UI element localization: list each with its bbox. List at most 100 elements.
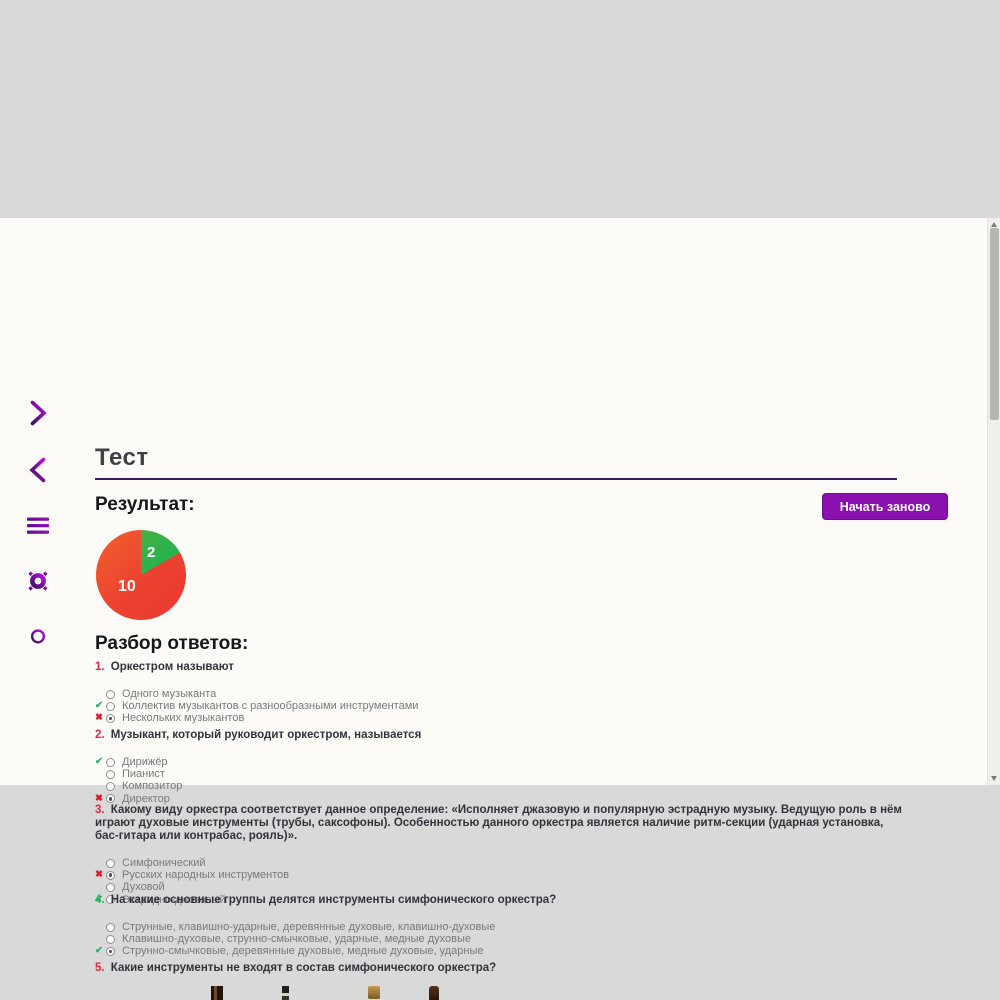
radio-button [106, 781, 115, 791]
answer-option[interactable]: Коллектив музыкантов с разнообразными ин… [95, 700, 907, 712]
question-4: 4. На какие основные группы делятся инст… [95, 894, 907, 958]
chevron-right-icon [30, 400, 47, 426]
question-2-number: 2. [95, 729, 105, 741]
correct-answer-check-icon [95, 701, 105, 711]
menu-button[interactable] [26, 514, 50, 543]
question-3-options: Симфонический Русских народных инструмен… [95, 857, 907, 906]
question-3: 3. Какому виду оркестра соответствует да… [95, 804, 907, 906]
answer-label: Струнные, клавишно-ударные, деревянные д… [122, 921, 496, 934]
radio-button [106, 882, 115, 892]
scrollbar[interactable] [987, 218, 1000, 785]
answer-option[interactable]: Струнно-смычковые, деревянные духовые, м… [95, 945, 907, 957]
question-1: 1. Оркестром называют Одного музыканта К… [95, 661, 907, 725]
pie-correct-count: 2 [147, 544, 156, 561]
review-heading: Разбор ответов: [95, 633, 249, 654]
wrong-answer-x-icon [95, 870, 105, 880]
instrument-image-2 [282, 986, 289, 1000]
instrument-image-1 [211, 986, 223, 1000]
answer-option[interactable]: Духовой [95, 881, 907, 893]
question-5-images [95, 986, 907, 1000]
radio-button [106, 922, 115, 932]
instrument-image-4 [429, 986, 439, 1000]
answer-option[interactable]: Струнные, клавишно-ударные, деревянные д… [95, 921, 907, 933]
next-slide-button[interactable] [25, 399, 51, 432]
question-2-options: Дирижёр Пианист Композитор Директор [95, 756, 907, 805]
title-divider [95, 478, 897, 480]
scrollbar-thumb[interactable] [990, 228, 999, 420]
answer-label: Струнно-смычковые, деревянные духовые, м… [122, 945, 484, 958]
radio-button [106, 934, 115, 944]
question-5-head: 5. Какие инструменты не входят в состав … [95, 962, 907, 975]
lightbulb-icon [30, 629, 46, 651]
correct-answer-check-icon [95, 757, 105, 767]
result-heading: Результат: [95, 494, 195, 515]
radio-button [106, 769, 115, 779]
answer-option[interactable]: Пианист [95, 768, 907, 780]
radio-button [106, 713, 115, 723]
answer-option[interactable]: Одного музыканта [95, 688, 907, 700]
question-3-number: 3. [95, 804, 105, 816]
question-5-text: Какие инструменты не входят в состав сим… [110, 962, 497, 974]
answer-option[interactable]: Композитор [95, 780, 907, 792]
radio-button [106, 757, 115, 767]
question-1-text: Оркестром называют [110, 661, 234, 673]
restart-button[interactable]: Начать заново [822, 493, 948, 520]
question-4-options: Струнные, клавишно-ударные, деревянные д… [95, 921, 907, 958]
menu-icon [27, 517, 49, 534]
radio-button [106, 946, 115, 956]
scroll-down-arrow-icon[interactable] [988, 773, 1000, 783]
answer-option[interactable]: Клавишно-духовые, струнно-смычковые, уда… [95, 933, 907, 945]
answer-label: Духовой [122, 881, 165, 894]
wrong-answer-x-icon [95, 794, 105, 804]
radio-button [106, 895, 115, 905]
answer-label: Одного музыканта [122, 688, 217, 701]
scroll-up-arrow-icon[interactable] [988, 220, 1000, 230]
answer-option[interactable]: Директор [95, 793, 907, 805]
question-4-text: На какие основные группы делятся инструм… [110, 894, 557, 906]
pie-incorrect-count: 10 [118, 578, 136, 595]
answer-label: Композитор [122, 780, 183, 793]
answer-option[interactable]: Нескольких музыкантов [95, 712, 907, 724]
answer-option[interactable]: Эстрадно-джазовый [95, 894, 907, 906]
wrong-answer-x-icon [95, 713, 105, 723]
hint-button[interactable] [27, 626, 49, 661]
answer-label: Дирижёр [122, 756, 168, 769]
question-5-number: 5. [95, 962, 105, 974]
radio-button [106, 870, 115, 880]
page-title: Тест [95, 444, 149, 471]
question-5: 5. Какие инструменты не входят в состав … [95, 962, 907, 989]
previous-slide-button[interactable] [25, 456, 51, 489]
answer-option[interactable]: Симфонический [95, 857, 907, 869]
answer-label: Коллектив музыкантов с разнообразными ин… [122, 700, 419, 713]
question-3-head: 3. Какому виду оркестра соответствует да… [95, 804, 907, 843]
radio-button [106, 701, 115, 711]
radio-button [106, 858, 115, 868]
question-1-number: 1. [95, 661, 105, 673]
answer-label: Пианист [122, 768, 165, 781]
question-2-head: 2. Музыкант, который руководит оркестром… [95, 729, 907, 742]
answer-label: Нескольких музыкантов [122, 712, 245, 725]
settings-button[interactable] [25, 568, 51, 599]
question-1-options: Одного музыканта Коллектив музыкантов с … [95, 688, 907, 725]
answer-label: Симфонический [122, 857, 206, 870]
radio-button [106, 794, 115, 804]
answer-label: Русских народных инструментов [122, 869, 290, 882]
question-1-head: 1. Оркестром называют [95, 661, 907, 674]
answer-label: Эстрадно-джазовый [122, 893, 226, 906]
correct-answer-check-icon [95, 946, 105, 956]
question-2: 2. Музыкант, который руководит оркестром… [95, 729, 907, 805]
question-4-number: 4. [95, 894, 105, 906]
radio-button [106, 689, 115, 699]
chevron-left-icon [29, 457, 46, 483]
answer-label: Клавишно-духовые, струнно-смычковые, уда… [122, 933, 471, 946]
result-pie-chart: 2 10 [96, 530, 186, 620]
answer-label: Директор [122, 792, 170, 805]
instrument-image-3 [368, 986, 380, 999]
content-page: Тест Результат: Начать заново 2 10 Разбо… [0, 218, 987, 1000]
question-3-text: Какому виду оркестра соответствует данно… [95, 804, 902, 842]
answer-option[interactable]: Русских народных инструментов [95, 869, 907, 881]
question-4-head: 4. На какие основные группы делятся инст… [95, 894, 907, 907]
answer-option[interactable]: Дирижёр [95, 756, 907, 768]
question-2-text: Музыкант, который руководит оркестром, н… [110, 729, 422, 741]
